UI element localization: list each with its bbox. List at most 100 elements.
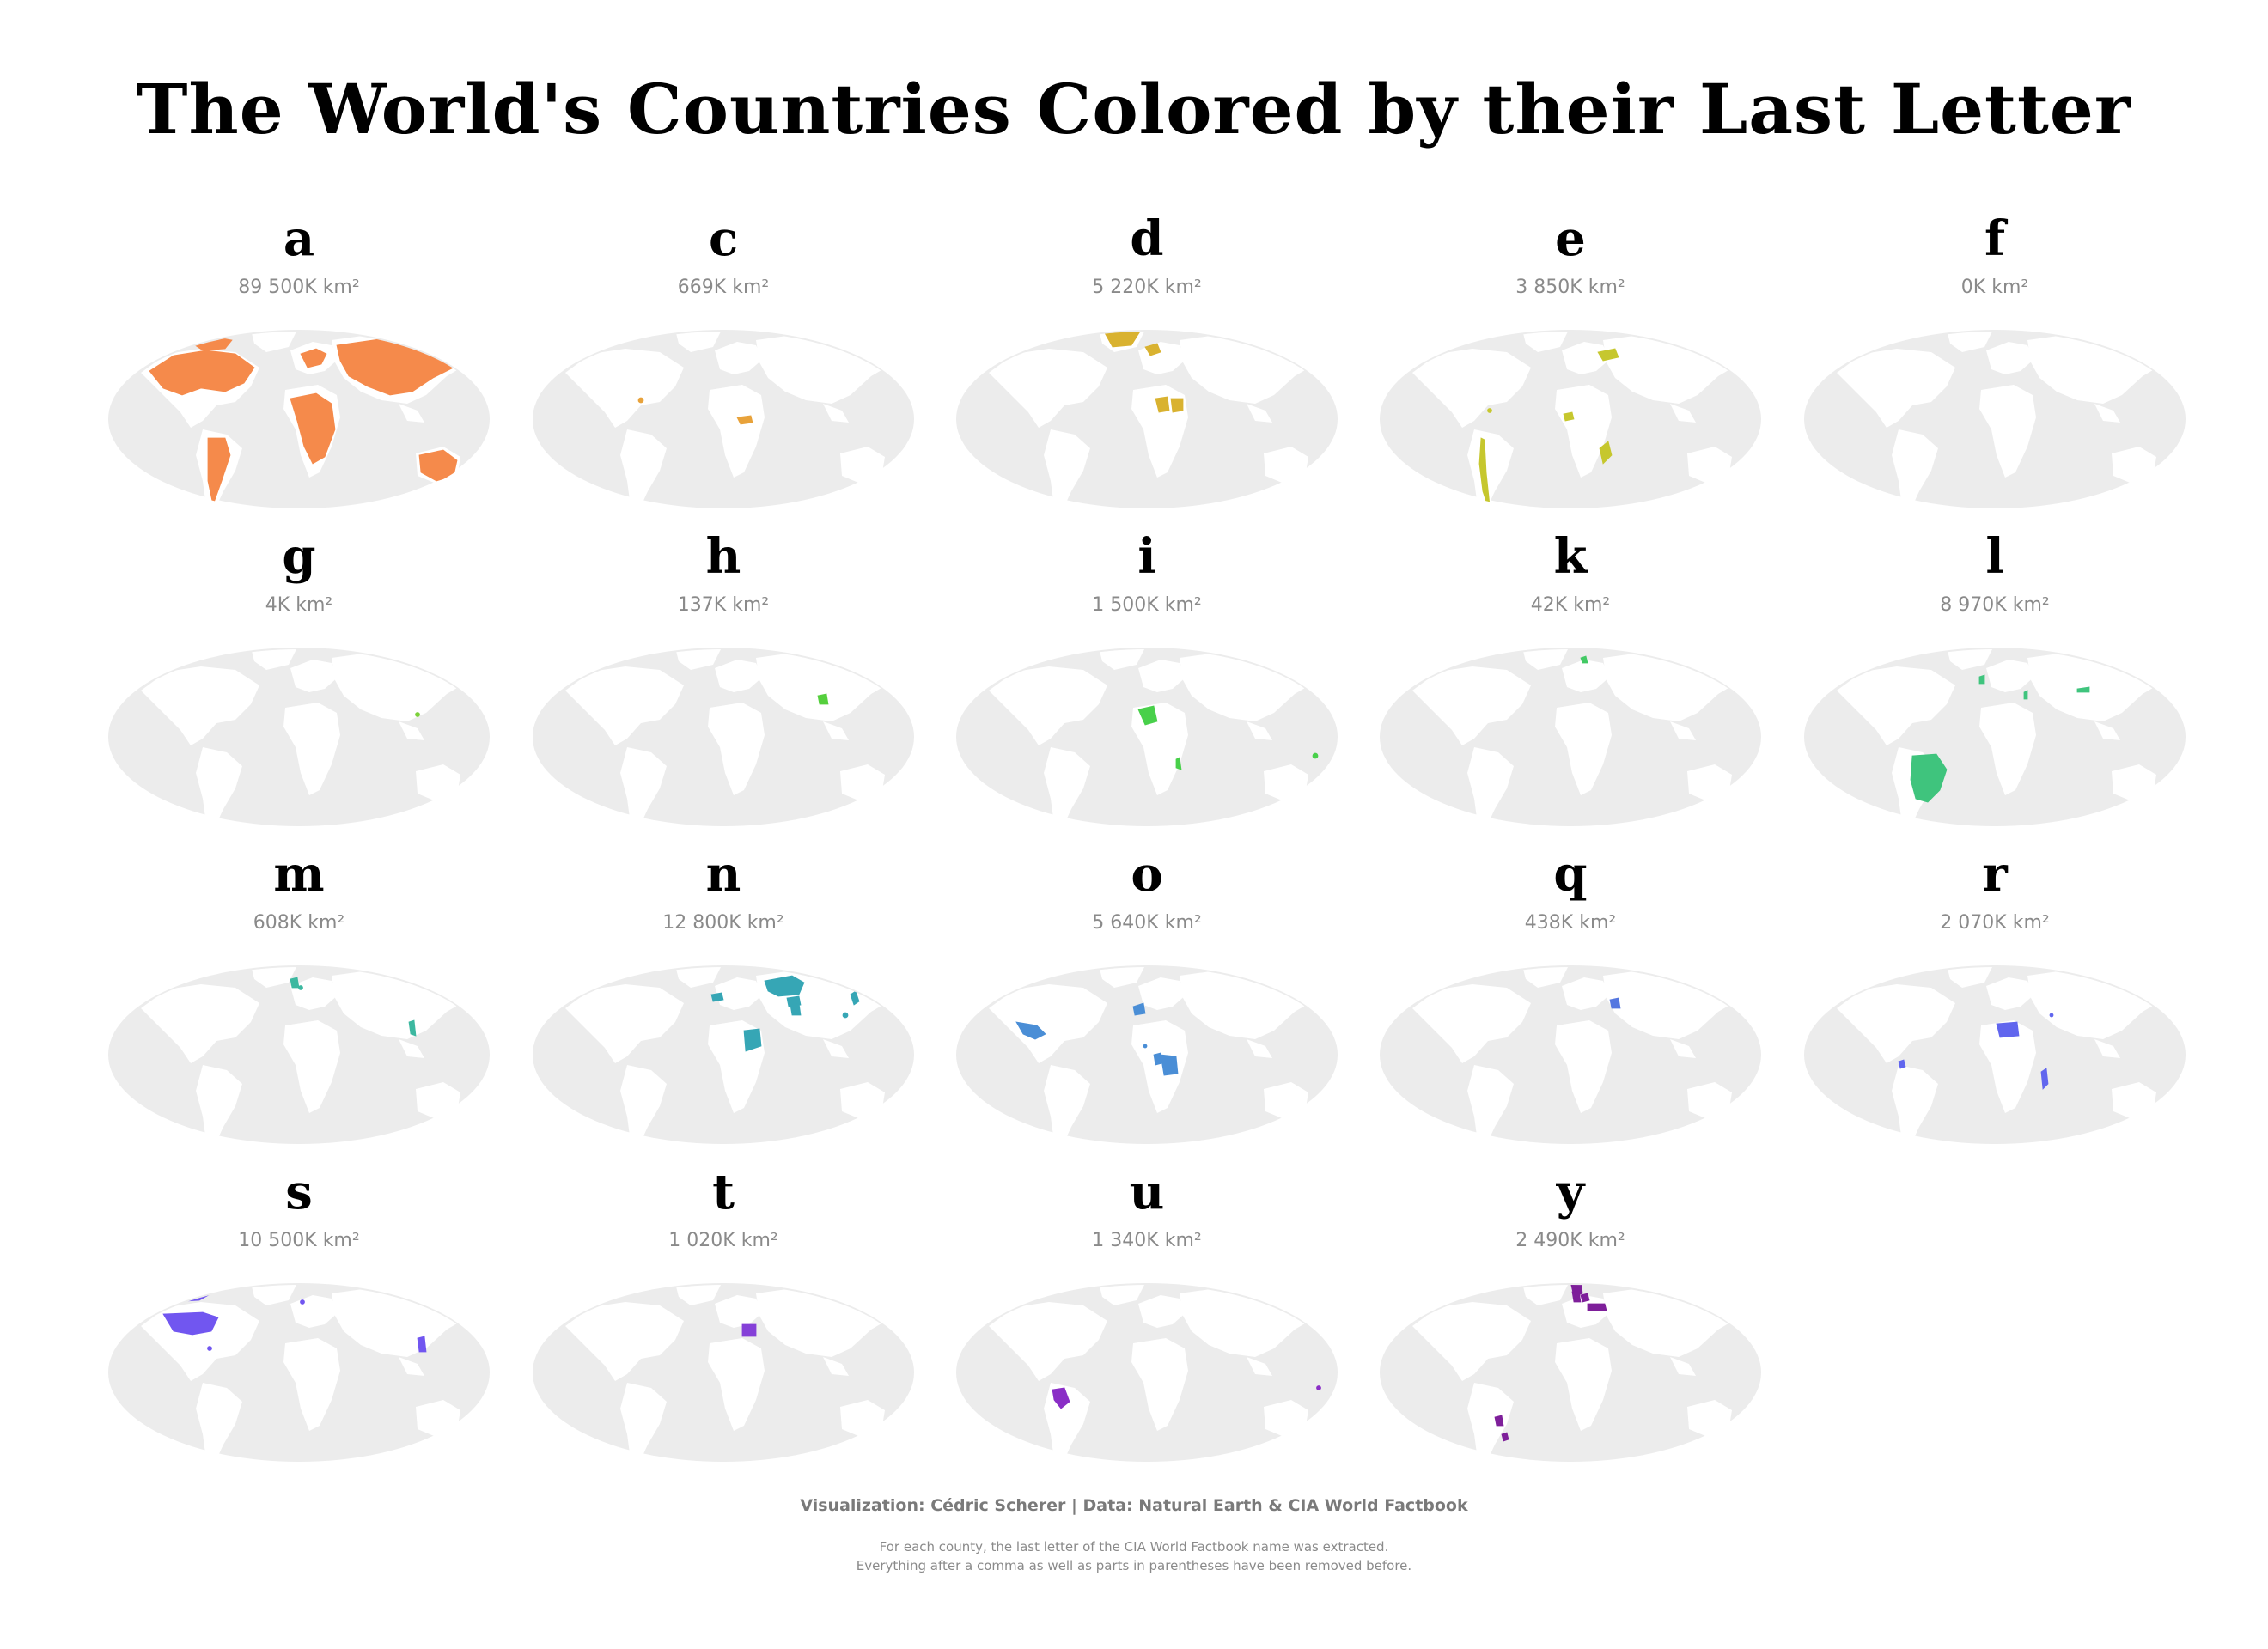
- land-europe: [715, 977, 763, 1010]
- panel-letter: o: [1131, 846, 1163, 903]
- caption: Visualization: Cédric Scherer | Data: Na…: [800, 1496, 1468, 1515]
- country-ecuador: [1898, 1059, 1906, 1069]
- panel-area: 438K km²: [1524, 912, 1617, 934]
- land-australia: [840, 1400, 885, 1438]
- land-southeast-asia: [823, 404, 849, 423]
- land-africa: [1555, 703, 1612, 795]
- land-africa: [1979, 1020, 2036, 1113]
- land-europe: [1138, 660, 1186, 692]
- land-north-america: [1837, 666, 1955, 745]
- country-south-america: [207, 437, 231, 507]
- world-map: [1380, 1283, 1761, 1463]
- country-greenland: [1103, 332, 1141, 348]
- panel-area: 4K km²: [265, 594, 333, 616]
- land-south-america: [620, 747, 667, 828]
- map-panel-u: u 1 340K km²: [949, 1166, 1344, 1493]
- country-sudan: [743, 1028, 762, 1052]
- land-australia: [1264, 764, 1308, 802]
- land-greenland: [675, 1285, 722, 1305]
- panel-letter: q: [1553, 846, 1588, 903]
- note-line-1: For each county, the last letter of the …: [879, 1539, 1389, 1555]
- country-north-america: [149, 350, 255, 396]
- map-panel-s: s 10 500K km²: [101, 1166, 497, 1493]
- panel-area: 8 970K km²: [1940, 594, 2050, 616]
- country-turkey: [1587, 1303, 1607, 1311]
- land-africa: [708, 703, 765, 795]
- land-south-america: [620, 1065, 667, 1146]
- world-map: [533, 330, 914, 510]
- land-africa: [1131, 703, 1188, 795]
- land-europe: [1562, 342, 1610, 374]
- country-central-african-republic: [736, 415, 753, 425]
- land-europe: [715, 342, 763, 374]
- map-panel-g: g 4K km²: [101, 531, 497, 857]
- land-africa: [284, 703, 340, 795]
- panel-letter: s: [285, 1164, 313, 1220]
- panel-letter: c: [708, 210, 739, 267]
- country-dr-congo: [1160, 1054, 1179, 1076]
- country-tuvalu-dots: [1316, 1385, 1321, 1390]
- world-map: [108, 330, 490, 510]
- land-europe: [1986, 342, 2034, 374]
- country-denmark: [1580, 655, 1588, 664]
- land-southeast-asia: [823, 1357, 849, 1376]
- land-southeast-asia: [399, 721, 424, 740]
- land-southeast-asia: [2094, 1039, 2120, 1058]
- panel-letter: m: [273, 846, 325, 903]
- panel-letter: i: [1137, 528, 1156, 585]
- country-philippines: [417, 1336, 427, 1353]
- land-australia: [416, 764, 460, 802]
- land-greenland: [1522, 1285, 1569, 1305]
- land-antarctica: [1880, 512, 2112, 529]
- map-panel-a: a 89 500K km²: [101, 213, 497, 539]
- land-greenland: [251, 1285, 297, 1305]
- country-israel: [2023, 690, 2028, 700]
- land-greenland: [1522, 332, 1569, 352]
- land-southeast-asia: [1247, 721, 1272, 740]
- land-africa: [708, 385, 765, 478]
- land-australia: [416, 1082, 460, 1120]
- country-madagascar: [2040, 1068, 2049, 1090]
- land-south-america: [196, 1383, 242, 1463]
- map-panel-f: f 0K km²: [1797, 213, 2192, 539]
- country-japan: [850, 990, 860, 1006]
- country-sudan-area: [1170, 398, 1184, 413]
- land-north-america: [1412, 984, 1531, 1063]
- land-greenland: [675, 332, 722, 352]
- world-map: [956, 330, 1338, 510]
- land-north-america: [1412, 349, 1531, 428]
- land-greenland: [1522, 649, 1569, 670]
- land-europe: [290, 660, 338, 692]
- land-north-america: [565, 666, 684, 745]
- land-greenland: [1947, 332, 1993, 352]
- land-north-america: [989, 666, 1107, 745]
- country-qatar: [2049, 1013, 2054, 1018]
- country-new-zealand: [1314, 470, 1328, 485]
- land-south-america: [1467, 429, 1514, 510]
- land-australia: [2112, 764, 2156, 802]
- land-south-america: [196, 747, 242, 828]
- panel-letter: f: [1984, 210, 2006, 267]
- land-europe: [715, 660, 763, 692]
- country-niger: [1996, 1021, 2020, 1038]
- world-map: [1380, 965, 1761, 1165]
- land-australia: [1264, 447, 1308, 484]
- land-southeast-asia: [1670, 404, 1696, 423]
- land-australia: [1687, 447, 1732, 484]
- land-north-america: [1837, 349, 1955, 428]
- land-south-america: [1467, 1065, 1514, 1146]
- land-antarctica: [1455, 1147, 1687, 1165]
- land-antarctica: [608, 1147, 840, 1165]
- country-ukraine: [1597, 348, 1619, 362]
- country-egypt: [741, 1323, 757, 1337]
- land-south-america: [1467, 1383, 1514, 1463]
- map-panel-r: r 2 070K km²: [1797, 849, 2192, 1175]
- panel-letter: l: [1985, 528, 2004, 585]
- panel-area: 5 640K km²: [1092, 912, 1202, 934]
- country-kazakhstan: [764, 975, 805, 997]
- land-southeast-asia: [399, 1039, 424, 1058]
- land-greenland: [1947, 967, 1993, 988]
- land-southeast-asia: [399, 404, 424, 423]
- land-southeast-asia: [1247, 404, 1272, 423]
- panel-letter: h: [705, 528, 741, 585]
